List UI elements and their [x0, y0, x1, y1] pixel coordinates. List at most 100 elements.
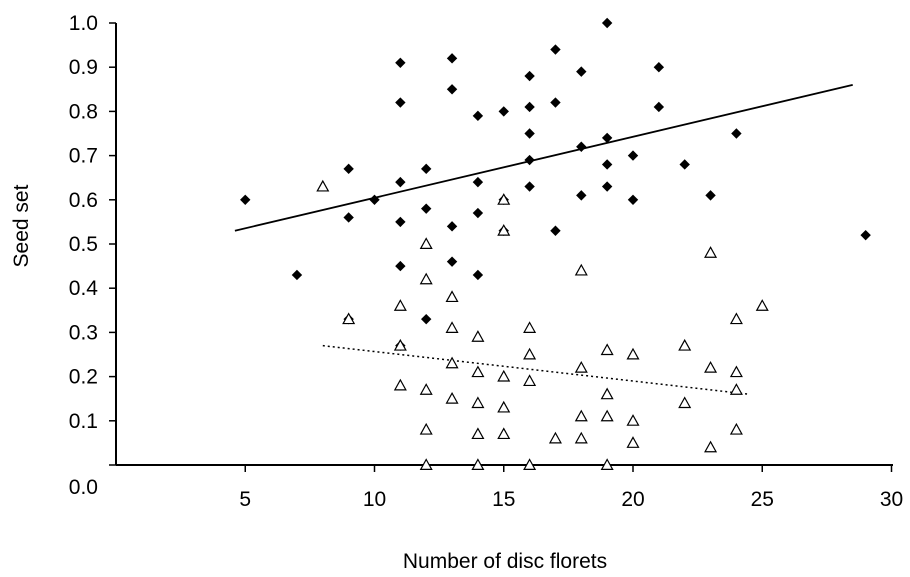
data-point-diamond: [627, 150, 639, 161]
y-tick-label: 0.4: [69, 277, 99, 300]
y-tick-label: 1.0: [69, 12, 98, 35]
data-point-diamond: [524, 70, 535, 82]
data-point-diamond: [550, 225, 561, 236]
data-point-triangle: [497, 400, 511, 413]
data-point-triangle: [678, 338, 692, 351]
y-axis-ticks: 0.0 0.1 0.2 0.3 0.4 0.5 0.6 0.7 0.8 0.9 1.0: [69, 12, 116, 499]
y-tick-label: 0.2: [69, 366, 98, 389]
data-point-diamond: [705, 190, 716, 201]
data-point-triangle: [471, 365, 485, 378]
data-point-triangle: [419, 272, 433, 285]
data-point-diamond: [550, 44, 561, 55]
y-tick-label: 0.7: [69, 145, 98, 168]
data-point-triangle: [471, 427, 485, 440]
data-point-diamond: [601, 132, 613, 144]
data-point-diamond: [421, 313, 432, 325]
x-axis-title: Number of disc florets: [403, 550, 607, 573]
x-tick-label: 5: [239, 488, 251, 511]
data-point-triangle: [678, 396, 692, 409]
x-tick-label: 15: [492, 488, 515, 511]
data-point-triangle: [704, 246, 718, 258]
data-point-diamond: [653, 62, 665, 73]
data-point-diamond: [395, 176, 406, 188]
data-point-triangle: [729, 383, 743, 395]
data-point-triangle: [419, 383, 433, 395]
data-points: [240, 17, 871, 470]
y-tick-label: 0.0: [69, 476, 98, 499]
data-point-triangle: [574, 431, 588, 444]
data-point-diamond: [576, 141, 587, 152]
data-point-diamond: [524, 101, 535, 113]
data-point-triangle: [497, 369, 511, 382]
data-point-triangle: [497, 427, 511, 440]
data-point-diamond: [653, 101, 665, 113]
data-point-diamond: [576, 66, 587, 77]
data-point-triangle: [497, 224, 511, 236]
data-point-diamond: [395, 57, 406, 68]
x-tick-label: 25: [751, 488, 774, 511]
y-tick-label: 0.5: [69, 233, 98, 256]
data-point-triangle: [523, 321, 537, 333]
data-point-diamond: [446, 84, 458, 95]
x-tick-label: 10: [363, 488, 386, 511]
data-point-diamond: [679, 159, 690, 170]
data-point-diamond: [524, 128, 535, 139]
x-tick-label: 30: [880, 488, 903, 511]
data-point-triangle: [548, 431, 562, 444]
data-point-triangle: [445, 391, 459, 404]
data-point-diamond: [731, 128, 742, 139]
data-point-triangle: [574, 409, 588, 422]
data-point-triangle: [497, 193, 511, 205]
data-point-diamond: [343, 163, 354, 175]
data-point-triangle: [729, 365, 743, 378]
data-point-diamond: [395, 216, 406, 228]
data-point-triangle: [445, 321, 459, 333]
data-point-diamond: [472, 110, 484, 122]
trend-lines: [234, 84, 853, 396]
data-point-triangle: [419, 458, 433, 470]
data-point-diamond: [446, 53, 458, 64]
data-point-diamond: [240, 194, 251, 205]
data-point-diamond: [601, 17, 613, 29]
y-tick-label: 0.6: [69, 189, 98, 212]
data-point-triangle: [574, 263, 588, 276]
data-point-triangle: [393, 299, 407, 311]
data-point-triangle: [393, 378, 407, 391]
data-point-diamond: [472, 207, 484, 219]
data-point-diamond: [524, 154, 535, 166]
data-point-triangle: [600, 458, 614, 470]
data-point-triangle: [755, 299, 769, 311]
data-point-triangle: [626, 347, 640, 360]
data-point-triangle: [471, 458, 485, 470]
data-point-diamond: [446, 256, 458, 267]
data-point-triangle: [729, 312, 743, 325]
y-tick-label: 0.9: [69, 56, 98, 79]
data-point-triangle: [445, 290, 459, 303]
data-point-triangle: [704, 361, 718, 373]
data-point-diamond: [421, 203, 432, 214]
data-point-diamond: [395, 97, 406, 108]
data-point-triangle: [523, 347, 537, 360]
x-tick-label: 20: [621, 488, 644, 511]
x-axis-ticks: 5 10 15 20 25 30: [239, 465, 903, 511]
data-point-triangle: [704, 440, 718, 453]
data-point-diamond: [601, 181, 613, 192]
data-point-diamond: [343, 212, 354, 223]
data-point-diamond: [446, 221, 458, 232]
data-point-diamond: [369, 194, 380, 205]
data-point-triangle: [626, 436, 640, 448]
data-point-triangle: [342, 312, 356, 325]
y-tick-label: 0.3: [69, 321, 98, 344]
data-point-diamond: [472, 176, 484, 188]
data-point-diamond: [627, 194, 639, 205]
data-point-diamond: [395, 260, 406, 272]
data-point-diamond: [860, 229, 871, 241]
data-point-triangle: [574, 361, 588, 373]
data-point-diamond: [498, 106, 509, 117]
y-tick-label: 0.1: [69, 410, 98, 433]
data-point-diamond: [291, 269, 303, 281]
data-point-triangle: [445, 356, 459, 369]
y-tick-label: 0.8: [69, 100, 98, 123]
data-point-triangle: [419, 422, 433, 435]
data-point-triangle: [600, 343, 614, 356]
